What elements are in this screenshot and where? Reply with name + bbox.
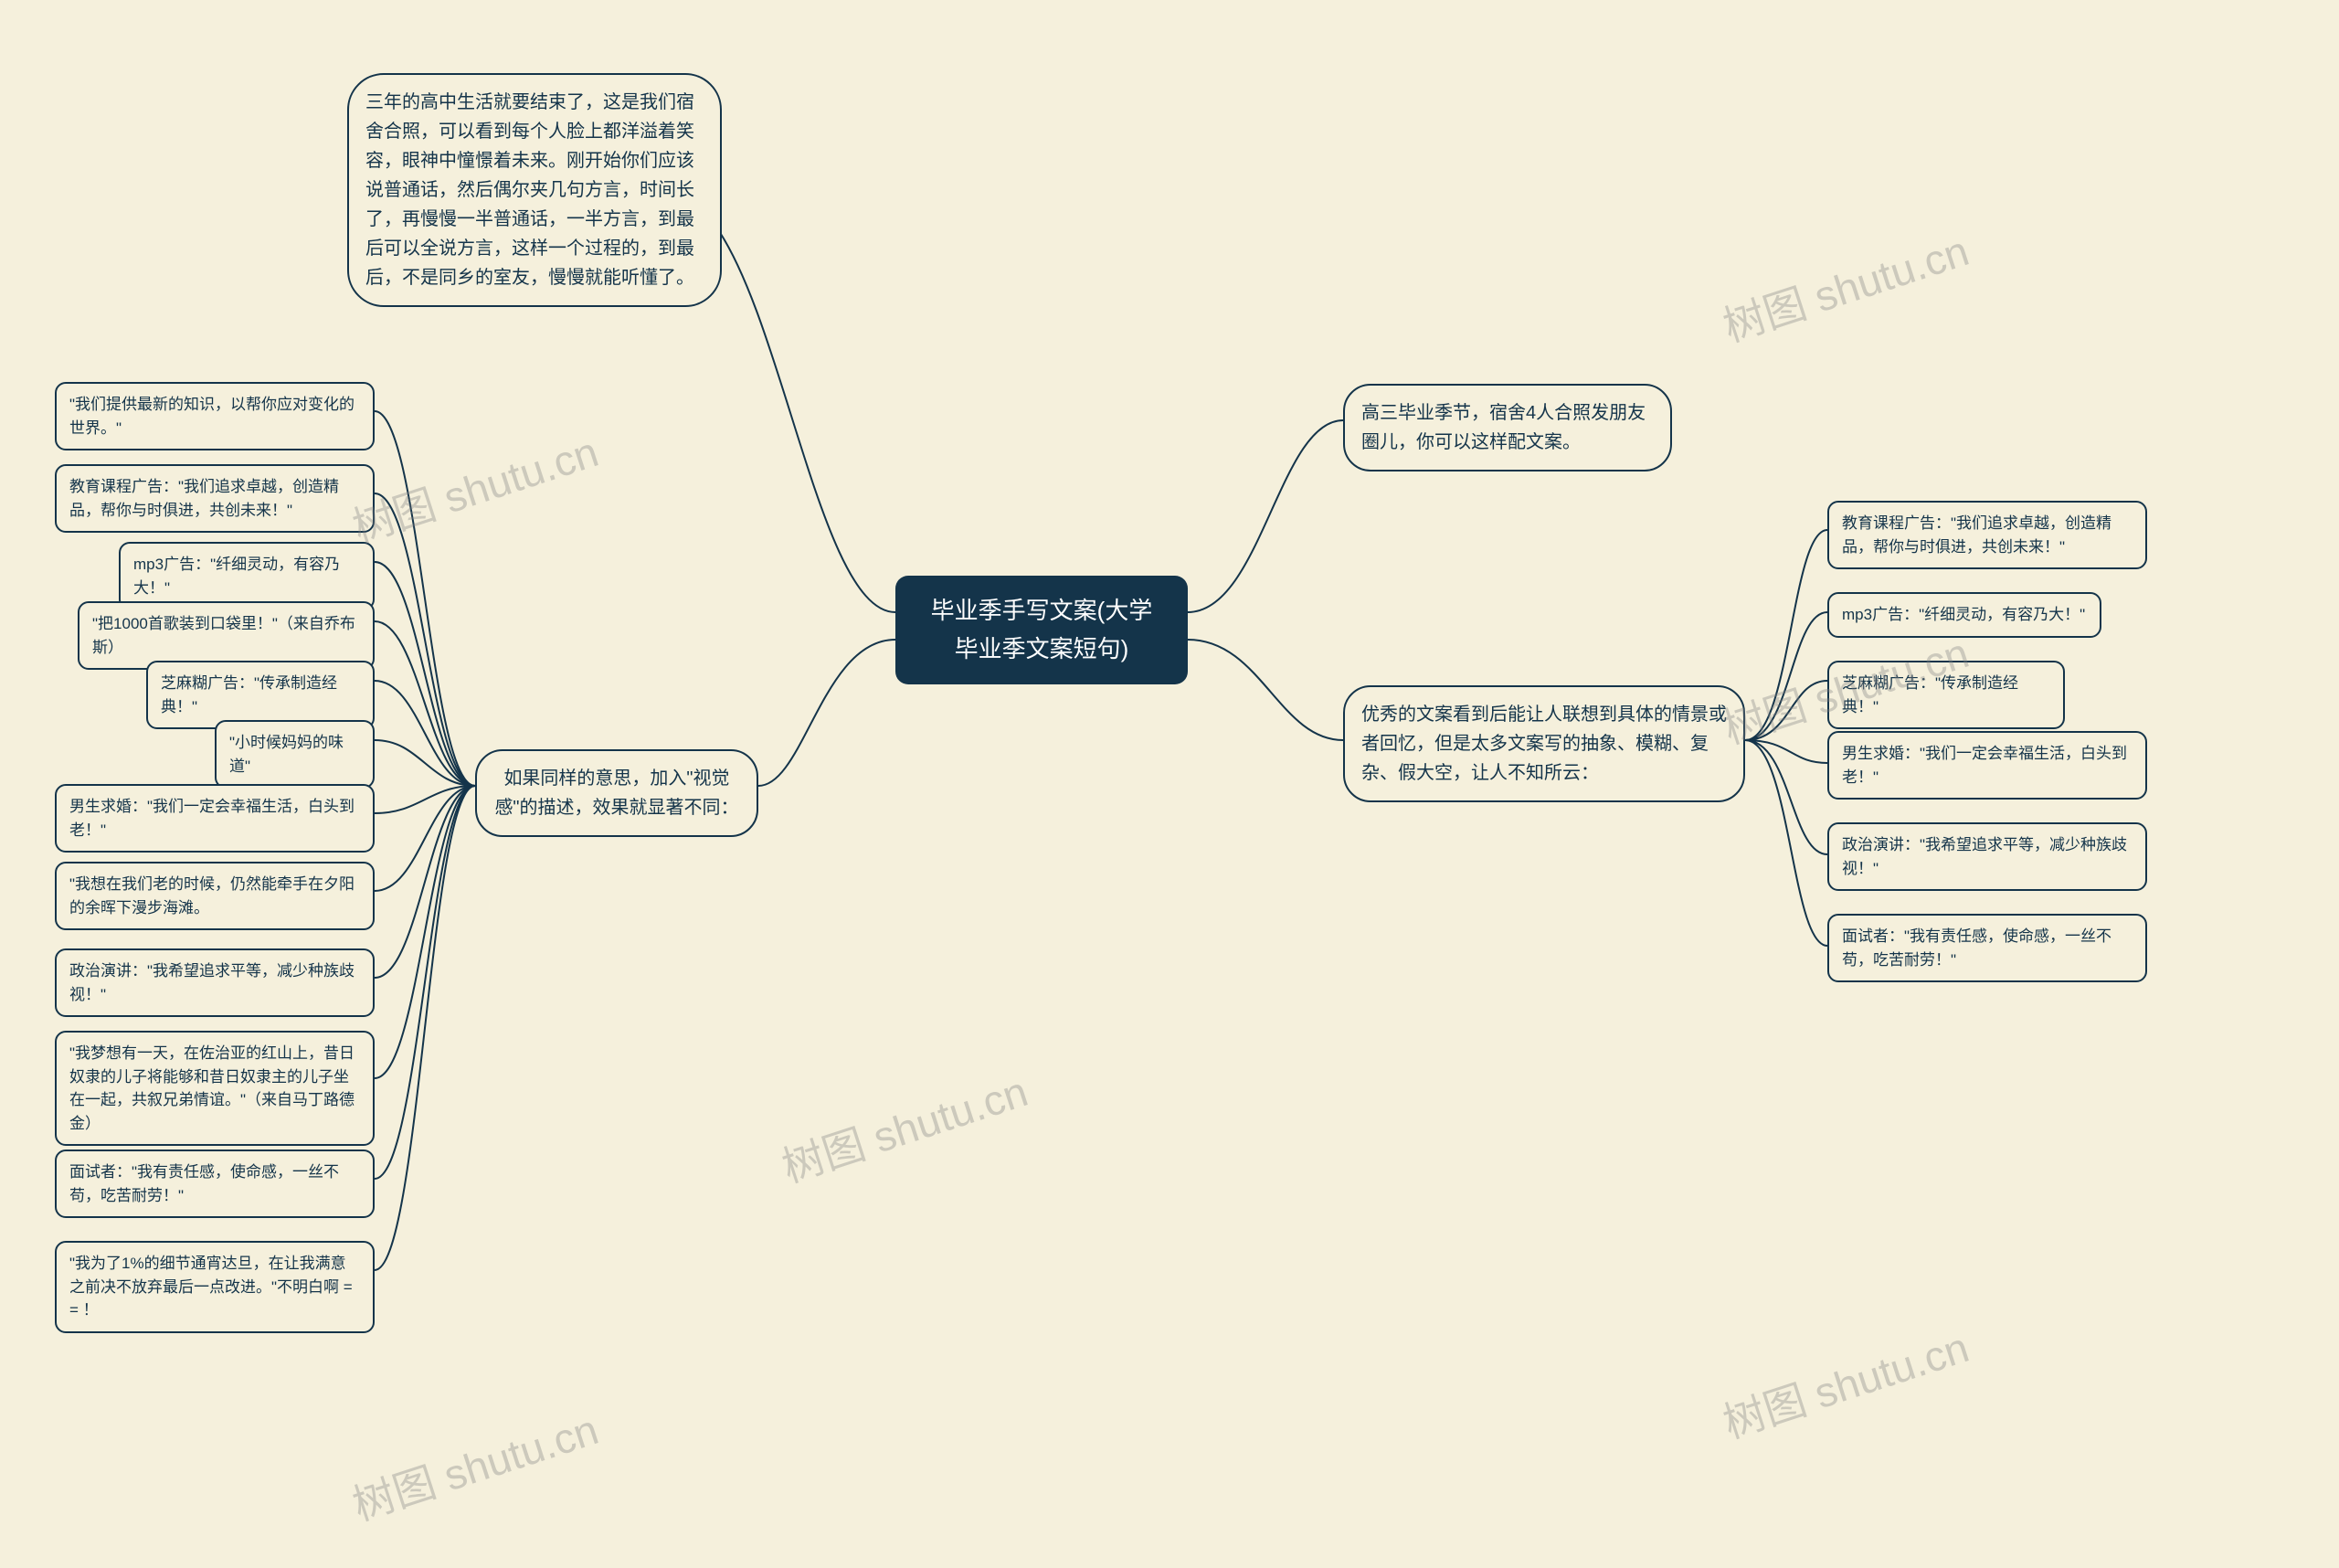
left-leaf-4-text: 芝麻糊广告："传承制造经典！" xyxy=(161,674,337,715)
left-branch-2[interactable]: 如果同样的意思，加入"视觉感"的描述，效果就显著不同： xyxy=(475,749,758,837)
right-leaf-0-text: 教育课程广告："我们追求卓越，创造精品，帮你与时俱进，共创未来！" xyxy=(1842,514,2111,556)
watermark: 树图 shutu.cn xyxy=(1715,1315,1975,1451)
right-leaf-2[interactable]: 芝麻糊广告："传承制造经典！" xyxy=(1827,661,2065,729)
left-leaf-11[interactable]: "我为了1%的细节通宵达旦，在让我满意之前决不放弃最后一点改进。"不明白啊 = … xyxy=(55,1241,375,1333)
left-branch-2-text: 如果同样的意思，加入"视觉感"的描述，效果就显著不同： xyxy=(494,768,738,818)
right-leaf-3-text: 男生求婚："我们一定会幸福生活，白头到老！" xyxy=(1842,745,2127,786)
right-branch-1-text: 高三毕业季节，宿舍4人合照发朋友圈儿，你可以这样配文案。 xyxy=(1361,403,1646,452)
left-leaf-7-text: "我想在我们老的时候，仍然能牵手在夕阳的余晖下漫步海滩。 xyxy=(69,875,355,916)
root-label: 毕业季手写文案(大学毕业季文案短句) xyxy=(931,597,1153,662)
right-leaf-5[interactable]: 面试者："我有责任感，使命感，一丝不苟，吃苦耐劳！" xyxy=(1827,914,2147,982)
right-branch-2-text: 优秀的文案看到后能让人联想到具体的情景或者回忆，但是太多文案写的抽象、模糊、复杂… xyxy=(1361,705,1727,783)
right-leaf-0[interactable]: 教育课程广告："我们追求卓越，创造精品，帮你与时俱进，共创未来！" xyxy=(1827,501,2147,569)
left-leaf-3[interactable]: "把1000首歌装到口袋里！"（来自乔布斯） xyxy=(78,601,375,670)
left-leaf-3-text: "把1000首歌装到口袋里！"（来自乔布斯） xyxy=(92,615,355,656)
left-leaf-0-text: "我们提供最新的知识，以帮你应对变化的世界。" xyxy=(69,396,355,437)
left-leaf-9[interactable]: "我梦想有一天，在佐治亚的红山上，昔日奴隶的儿子将能够和昔日奴隶主的儿子坐在一起… xyxy=(55,1031,375,1146)
left-leaf-9-text: "我梦想有一天，在佐治亚的红山上，昔日奴隶的儿子将能够和昔日奴隶主的儿子坐在一起… xyxy=(69,1044,355,1132)
left-leaf-5[interactable]: "小时候妈妈的味道" xyxy=(215,720,375,789)
watermark: 树图 shutu.cn xyxy=(344,1397,605,1533)
right-branch-2[interactable]: 优秀的文案看到后能让人联想到具体的情景或者回忆，但是太多文案写的抽象、模糊、复杂… xyxy=(1343,685,1745,802)
right-leaf-2-text: 芝麻糊广告："传承制造经典！" xyxy=(1842,674,2018,715)
root-node[interactable]: 毕业季手写文案(大学毕业季文案短句) xyxy=(895,576,1188,684)
left-leaf-8-text: 政治演讲："我希望追求平等，减少种族歧视！" xyxy=(69,962,355,1003)
left-leaf-10[interactable]: 面试者："我有责任感，使命感，一丝不苟，吃苦耐劳！" xyxy=(55,1150,375,1218)
left-leaf-7[interactable]: "我想在我们老的时候，仍然能牵手在夕阳的余晖下漫步海滩。 xyxy=(55,862,375,930)
left-leaf-10-text: 面试者："我有责任感，使命感，一丝不苟，吃苦耐劳！" xyxy=(69,1163,339,1204)
left-leaf-6-text: 男生求婚："我们一定会幸福生活，白头到老！" xyxy=(69,798,355,839)
left-leaf-11-text: "我为了1%的细节通宵达旦，在让我满意之前决不放弃最后一点改进。"不明白啊 = … xyxy=(69,1255,353,1319)
watermark: 树图 shutu.cn xyxy=(344,419,605,556)
left-leaf-2-text: mp3广告："纤细灵动，有容乃大！" xyxy=(133,556,340,597)
left-leaf-5-text: "小时候妈妈的味道" xyxy=(229,734,344,775)
left-leaf-0[interactable]: "我们提供最新的知识，以帮你应对变化的世界。" xyxy=(55,382,375,450)
left-branch-1[interactable]: 三年的高中生活就要结束了，这是我们宿舍合照，可以看到每个人脸上都洋溢着笑容，眼神… xyxy=(347,73,722,307)
watermark: 树图 shutu.cn xyxy=(774,1059,1034,1195)
right-leaf-1-text: mp3广告："纤细灵动，有容乃大！" xyxy=(1842,606,2085,623)
left-leaf-4[interactable]: 芝麻糊广告："传承制造经典！" xyxy=(146,661,375,729)
left-leaf-1[interactable]: 教育课程广告："我们追求卓越，创造精品，帮你与时俱进，共创未来！" xyxy=(55,464,375,533)
left-leaf-6[interactable]: 男生求婚："我们一定会幸福生活，白头到老！" xyxy=(55,784,375,853)
right-leaf-4[interactable]: 政治演讲："我希望追求平等，减少种族歧视！" xyxy=(1827,822,2147,891)
right-leaf-1[interactable]: mp3广告："纤细灵动，有容乃大！" xyxy=(1827,592,2101,638)
left-leaf-8[interactable]: 政治演讲："我希望追求平等，减少种族歧视！" xyxy=(55,948,375,1017)
watermark: 树图 shutu.cn xyxy=(1715,218,1975,355)
right-leaf-3[interactable]: 男生求婚："我们一定会幸福生活，白头到老！" xyxy=(1827,731,2147,800)
right-leaf-4-text: 政治演讲："我希望追求平等，减少种族歧视！" xyxy=(1842,836,2127,877)
left-branch-1-text: 三年的高中生活就要结束了，这是我们宿舍合照，可以看到每个人脸上都洋溢着笑容，眼神… xyxy=(365,92,694,288)
left-leaf-2[interactable]: mp3广告："纤细灵动，有容乃大！" xyxy=(119,542,375,610)
right-branch-1[interactable]: 高三毕业季节，宿舍4人合照发朋友圈儿，你可以这样配文案。 xyxy=(1343,384,1672,471)
right-leaf-5-text: 面试者："我有责任感，使命感，一丝不苟，吃苦耐劳！" xyxy=(1842,927,2111,969)
left-leaf-1-text: 教育课程广告："我们追求卓越，创造精品，帮你与时俱进，共创未来！" xyxy=(69,478,339,519)
